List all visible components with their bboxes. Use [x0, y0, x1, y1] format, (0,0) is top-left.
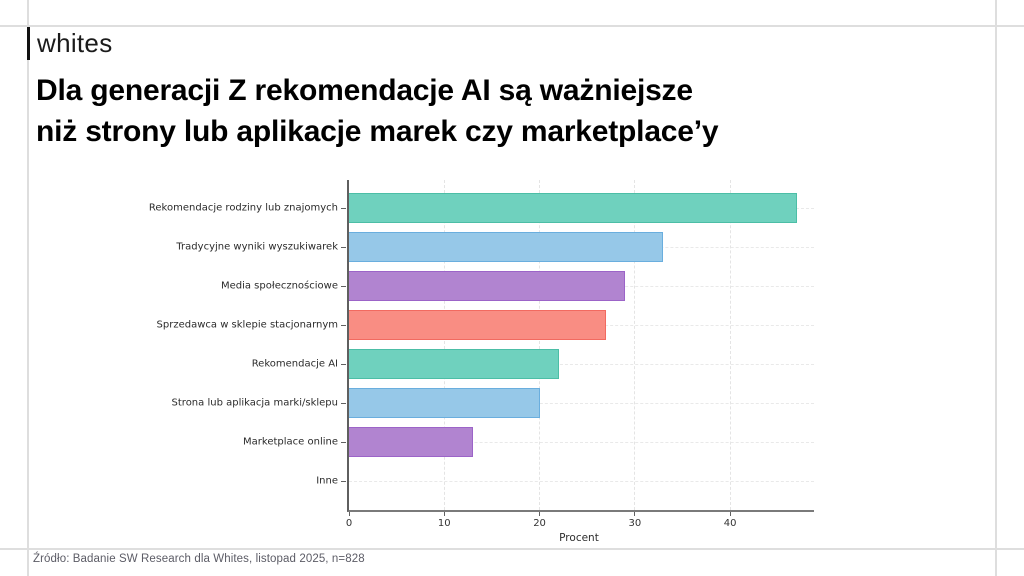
x-tick-mark — [539, 512, 541, 516]
grid-line-vertical — [443, 180, 445, 510]
grid-line-vertical — [634, 180, 636, 510]
category-label: Sprzedawca w sklepie stacjonarnym — [156, 319, 338, 331]
category-label: Rekomendacje AI — [251, 358, 338, 370]
bar — [349, 427, 473, 457]
category-label: Strona lub aplikacja marki/sklepu — [171, 397, 338, 409]
x-tick-mark — [348, 512, 350, 516]
y-tick-mark — [341, 441, 346, 443]
bar-chart: 0 10 20 30 40 Rekomendacje rodziny lub znajom… — [149, 180, 814, 544]
frame-rule-right — [995, 0, 997, 576]
frame-rule-bottom — [0, 548, 1024, 550]
bar — [349, 193, 797, 223]
grid-line-horizontal — [349, 402, 814, 404]
y-tick-mark — [341, 285, 346, 287]
x-tick-label: 0 — [345, 518, 353, 529]
grid-line-horizontal — [349, 363, 814, 365]
category-label: Inne — [316, 475, 338, 487]
brand-logo: whites — [27, 27, 113, 60]
grid-line-horizontal — [349, 480, 814, 482]
y-tick-mark — [341, 363, 346, 365]
x-tick-label: 10 — [437, 518, 451, 529]
x-tick-label: 20 — [533, 518, 546, 529]
bar — [349, 310, 607, 340]
bar — [349, 271, 626, 301]
category-label: Marketplace online — [243, 436, 338, 448]
x-tick-mark — [443, 512, 445, 516]
x-axis-label: Procent — [559, 532, 599, 544]
x-tick-mark — [729, 512, 731, 516]
source-note: Źródło: Badanie SW Research dla Whites, … — [33, 553, 365, 565]
x-tick-label: 30 — [628, 518, 642, 529]
grid-line-horizontal — [349, 441, 814, 443]
category-label: Rekomendacje rodziny lub znajomych — [148, 202, 338, 214]
y-tick-mark — [341, 402, 346, 404]
grid-line-vertical — [539, 180, 541, 510]
plot-area: 0 10 20 30 40 Rekomendacje rodziny lub znajom… — [149, 180, 814, 529]
y-tick-mark — [341, 246, 346, 248]
y-tick-mark — [341, 207, 346, 209]
category-label: Media społecznościowe — [220, 280, 338, 292]
bar — [349, 388, 540, 418]
x-tick-mark — [634, 512, 636, 516]
y-tick-mark — [341, 324, 346, 326]
page-title-line1: Dla generacji Z rekomendacje AI są ważni… — [36, 74, 693, 107]
frame-rule-top — [0, 25, 1024, 27]
page-title-line2: niż strony lub aplikacje marek czy marke… — [36, 115, 719, 148]
grid-line-vertical — [729, 180, 731, 510]
frame-rule-left — [27, 0, 29, 576]
x-tick-label: 40 — [723, 518, 737, 529]
category-label: Tradycyjne wyniki wyszukiwarek — [176, 241, 338, 253]
bar — [349, 349, 559, 379]
bar — [349, 232, 664, 262]
page-title: Dla generacji Z rekomendacje AI są ważni… — [36, 70, 719, 152]
y-tick-mark — [341, 480, 346, 482]
